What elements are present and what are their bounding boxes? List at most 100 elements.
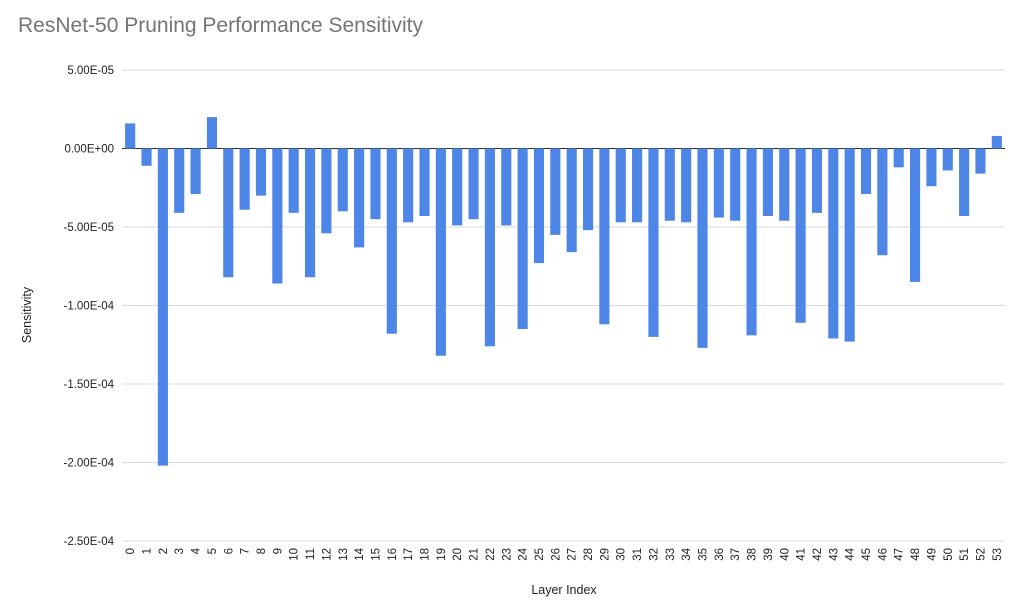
x-tick-label: 19 xyxy=(436,548,448,561)
bar-layer-52 xyxy=(975,148,986,174)
bar-layer-24 xyxy=(517,148,528,330)
bar-layer-5 xyxy=(206,117,218,149)
x-tick-label: 13 xyxy=(338,548,350,561)
x-tick-label: 4 xyxy=(191,547,203,554)
bar-layer-44 xyxy=(844,148,855,342)
x-tick-label: 46 xyxy=(877,548,889,561)
x-tick-label: 34 xyxy=(681,547,693,560)
bar-layer-45 xyxy=(860,148,872,195)
y-tick-label: 0.00E+00 xyxy=(64,144,114,156)
bar-layer-39 xyxy=(762,148,773,217)
bar-layer-10 xyxy=(288,148,299,213)
x-tick-label: 16 xyxy=(387,548,399,561)
x-tick-label: 43 xyxy=(828,548,840,561)
x-tick-label: 22 xyxy=(485,548,497,561)
x-tick-label: 39 xyxy=(763,548,775,561)
bar-layer-27 xyxy=(566,148,577,253)
y-tick-label: -1.50E-04 xyxy=(63,379,114,391)
y-tick-label: -1.00E-04 xyxy=(63,301,114,313)
bar-layer-18 xyxy=(419,148,430,217)
bar-layer-14 xyxy=(354,148,365,248)
bar-layer-49 xyxy=(926,148,937,187)
x-axis-ticks: 0 1 2 3 4 5 6 7 8 9 10 11 12 13 14 15 16 17 18 19 20 21 22 23 24… xyxy=(125,547,1004,560)
bar-layer-3 xyxy=(174,148,185,213)
x-tick-label: 52 xyxy=(975,548,987,561)
x-tick-label: 29 xyxy=(599,548,611,561)
x-tick-label: 44 xyxy=(845,547,857,560)
y-tick-label: -5.00E-05 xyxy=(63,222,114,234)
bar-layer-4 xyxy=(190,148,201,195)
bar-layer-33 xyxy=(664,148,675,221)
bar-layer-8 xyxy=(255,148,267,196)
y-tick-label: 5.00E-05 xyxy=(67,65,114,77)
bar-layer-47 xyxy=(893,148,904,168)
x-tick-label: 53 xyxy=(992,548,1004,561)
bar-layer-34 xyxy=(681,148,692,223)
bar-layer-28 xyxy=(582,148,594,231)
x-tick-label: 5 xyxy=(207,548,219,554)
bar-layer-7 xyxy=(239,148,250,210)
x-tick-label: 3 xyxy=(174,548,186,554)
bar-layer-9 xyxy=(272,148,283,284)
x-tick-label: 25 xyxy=(534,548,546,561)
x-tick-label: 18 xyxy=(420,548,432,561)
bar-layer-25 xyxy=(533,148,545,264)
bar-layer-17 xyxy=(403,148,414,223)
x-tick-label: 32 xyxy=(648,548,660,561)
x-tick-label: 40 xyxy=(779,548,791,561)
x-tick-label: 37 xyxy=(730,548,742,561)
x-tick-label: 1 xyxy=(142,548,154,554)
x-tick-label: 30 xyxy=(616,548,628,561)
x-tick-label: 12 xyxy=(321,548,333,561)
y-axis-ticks: 5.00E-05 0.00E+00 -5.00E-05 -1.00E-04 -1.50E… xyxy=(63,65,114,548)
bar-layer-21 xyxy=(468,148,479,220)
bar-layer-50 xyxy=(942,148,953,171)
bar-layer-40 xyxy=(779,148,790,221)
bar-layer-1 xyxy=(141,148,152,166)
bar-layer-11 xyxy=(304,148,316,278)
x-tick-label: 50 xyxy=(943,548,955,561)
x-tick-label: 27 xyxy=(567,548,579,561)
bar-layer-41 xyxy=(795,148,806,323)
x-tick-label: 10 xyxy=(289,548,301,561)
bar-layer-2 xyxy=(157,148,168,466)
x-tick-label: 49 xyxy=(926,548,938,561)
bar-layer-38 xyxy=(746,148,757,336)
y-tick-label: -2.50E-04 xyxy=(63,536,114,548)
x-tick-label: 48 xyxy=(910,548,922,561)
bar-layer-20 xyxy=(452,148,463,226)
bar-layer-51 xyxy=(959,148,970,217)
bar-layer-42 xyxy=(811,148,823,213)
bar-layer-48 xyxy=(909,148,921,282)
chart-title: ResNet-50 Pruning Performance Sensitivit… xyxy=(18,14,424,37)
bar-layer-32 xyxy=(648,148,659,337)
bar-layer-19 xyxy=(435,148,446,356)
bar-layer-15 xyxy=(370,148,381,220)
bar-layer-29 xyxy=(599,148,610,325)
x-tick-label: 23 xyxy=(501,548,513,561)
bar-layer-13 xyxy=(337,148,348,212)
x-tick-label: 11 xyxy=(305,548,317,560)
x-tick-label: 15 xyxy=(370,548,382,561)
bar-layer-37 xyxy=(730,148,741,221)
x-tick-label: 21 xyxy=(469,548,481,561)
x-tick-label: 2 xyxy=(158,548,170,554)
bar-layer-6 xyxy=(223,148,234,278)
bar-layer-12 xyxy=(321,148,332,234)
x-tick-label: 51 xyxy=(959,548,971,561)
bar-layer-46 xyxy=(877,148,888,256)
x-axis-label: Layer Index xyxy=(531,583,597,597)
bar-layer-35 xyxy=(697,148,708,348)
x-tick-label: 8 xyxy=(256,548,268,554)
bar-layer-0 xyxy=(125,123,136,149)
gridlines xyxy=(122,69,1005,542)
bar-layer-43 xyxy=(828,148,839,339)
bar-layer-36 xyxy=(713,148,724,218)
x-tick-label: 36 xyxy=(714,548,726,561)
x-tick-label: 9 xyxy=(272,548,284,554)
x-tick-label: 6 xyxy=(223,548,235,554)
x-tick-label: 47 xyxy=(894,548,906,561)
x-tick-label: 38 xyxy=(747,548,759,561)
bar-layer-22 xyxy=(484,148,495,347)
